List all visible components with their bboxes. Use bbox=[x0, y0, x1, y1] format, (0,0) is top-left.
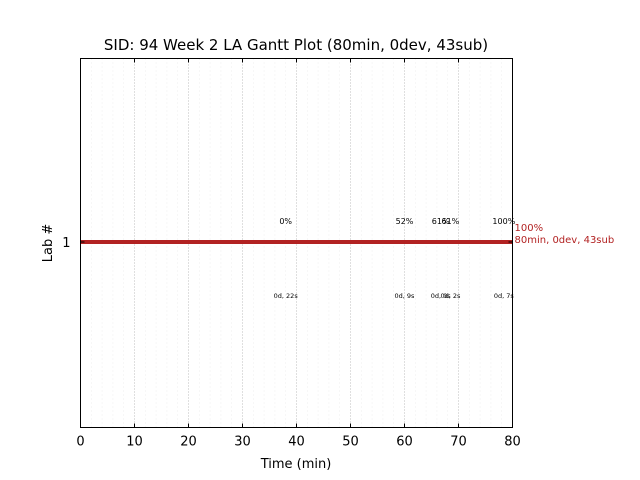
x-tick-label: 30 bbox=[234, 435, 251, 450]
annotation-percent: 61% bbox=[442, 217, 460, 226]
y-tick-label: 1 bbox=[62, 236, 70, 251]
annotation-percent: 61% bbox=[432, 217, 450, 226]
annotation-percent: 52% bbox=[396, 217, 414, 226]
y-axis-label: Lab # bbox=[41, 224, 56, 263]
annotation-time: 0d, 0s bbox=[431, 292, 452, 300]
x-tick-label: 70 bbox=[450, 435, 467, 450]
y-axis-ticks: 1 bbox=[62, 236, 513, 251]
annotation-percent: 0% bbox=[279, 217, 292, 226]
x-tick-label: 60 bbox=[396, 435, 413, 450]
annotation-time: 0d, 9s bbox=[395, 292, 416, 300]
annotation-time: 0d, 2s bbox=[440, 292, 461, 300]
x-tick-label: 80 bbox=[504, 435, 521, 450]
x-tick-label: 40 bbox=[288, 435, 305, 450]
gantt-bars: 100%80min, 0dev, 43sub bbox=[80, 223, 615, 246]
x-tick-label: 20 bbox=[180, 435, 197, 450]
annotation-time: 0d, 22s bbox=[274, 292, 299, 300]
bar-end-summary-label: 80min, 0dev, 43sub bbox=[515, 235, 615, 246]
annotation-percent: 100% bbox=[492, 217, 515, 226]
x-axis-label: Time (min) bbox=[260, 457, 332, 472]
x-tick-label: 10 bbox=[126, 435, 143, 450]
x-tick-label: 50 bbox=[342, 435, 359, 450]
chart-title: SID: 94 Week 2 LA Gantt Plot (80min, 0de… bbox=[104, 36, 488, 54]
annotations: 0% 0d, 22s 52% 0d, 9s 61% 0d, 0s 61% 0d, 2s 100%… bbox=[274, 217, 516, 300]
x-tick-label: 0 bbox=[76, 435, 84, 450]
bar-end-percent-label: 100% bbox=[515, 223, 544, 234]
x-axis-ticks: 0 10 20 30 40 50 60 70 80 bbox=[76, 58, 521, 450]
annotation-time: 0d, 7s bbox=[494, 292, 515, 300]
